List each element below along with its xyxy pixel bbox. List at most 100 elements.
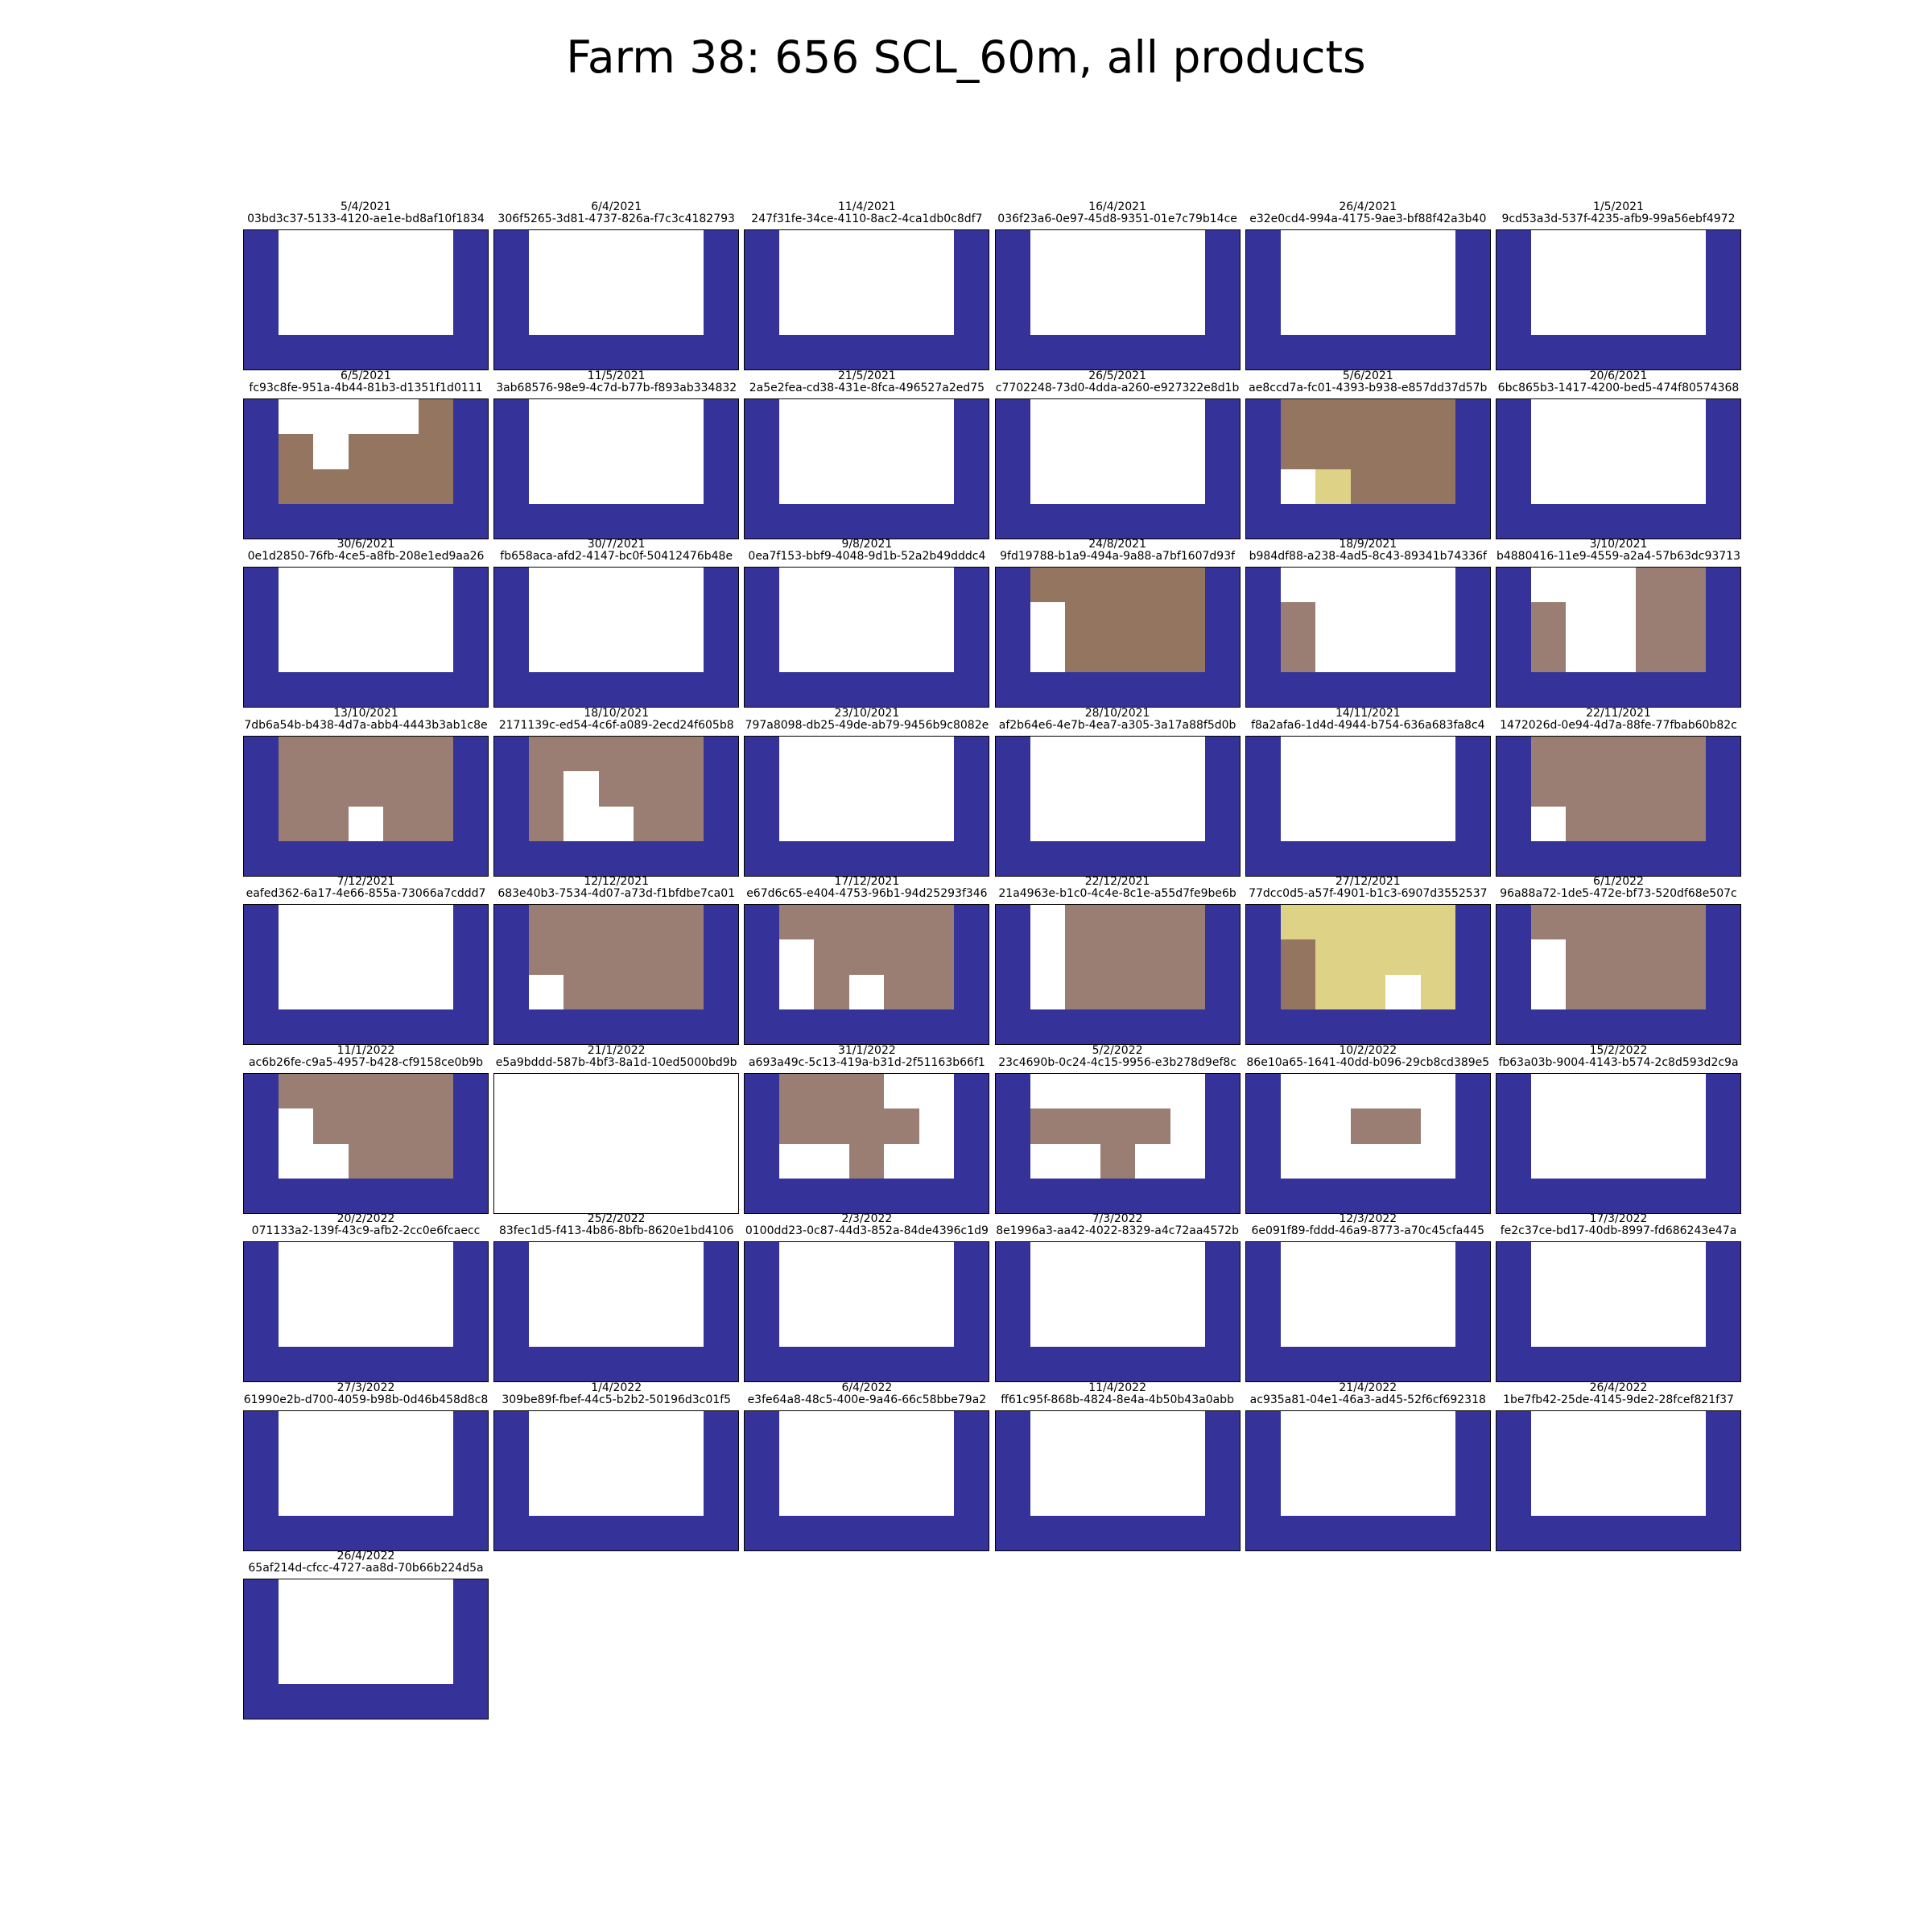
heatmap-cell-no-data: [1420, 1515, 1455, 1551]
heatmap-cell-no-data: [779, 1515, 815, 1551]
heatmap-cell-background: [1385, 1072, 1421, 1108]
heatmap-cell-no-data: [1706, 300, 1741, 335]
heatmap-cell-background: [814, 770, 850, 807]
heatmap-cell-no-data: [704, 265, 740, 300]
panel: 26/4/2022 1be7fb42-25de-4145-9de2-28fcef8…: [1496, 1381, 1741, 1551]
heatmap-cell-background: [313, 567, 349, 602]
panel: 3/10/2021 b4880416-11e9-4559-a2a4-57b63dc…: [1496, 538, 1741, 708]
heatmap-cell-background: [779, 469, 815, 504]
heatmap-cell-background: [1064, 1445, 1100, 1481]
heatmap-cell-no-data: [1706, 503, 1741, 539]
heatmap-cell-no-data: [1496, 1515, 1531, 1551]
heatmap-cell-background: [669, 602, 704, 638]
heatmap-cell-unclassified: [814, 975, 850, 1009]
heatmap-cell-background: [1350, 735, 1385, 771]
heatmap-cell-bare-soil: [1350, 398, 1385, 434]
heatmap-cell-no-data: [1455, 1108, 1491, 1144]
panel-id: 306f5265-3d81-4737-826a-f7c3c4182793: [497, 213, 735, 225]
panel: 11/5/2021 3ab68576-98e9-4c7d-b77b-f893ab3…: [493, 369, 740, 539]
heatmap-cell-unclassified: [279, 735, 313, 771]
heatmap-cell-no-data: [1030, 503, 1065, 539]
heatmap-cell-background: [1671, 1277, 1706, 1312]
heatmap-cell-no-data: [1245, 1410, 1281, 1446]
heatmap-cell-no-data: [1204, 840, 1241, 877]
heatmap-cell-no-data: [954, 300, 990, 335]
heatmap-cell-no-data: [453, 300, 489, 335]
heatmap-cell-no-data: [994, 1241, 1030, 1277]
heatmap-cell-no-data: [453, 1347, 489, 1382]
heatmap-cell-unclassified: [383, 770, 419, 807]
heatmap-cell-background: [564, 602, 600, 638]
heatmap-cell-no-data: [704, 1480, 740, 1516]
panel-id: 036f23a6-0e97-45d8-9351-01e7c79b14ce: [997, 213, 1237, 225]
heatmap-cell-no-data: [954, 1347, 990, 1382]
panel: 23/10/2021 797a8098-db25-49de-ab79-9456b9…: [744, 707, 990, 877]
heatmap-cell-no-data: [994, 975, 1030, 1009]
heatmap-cell-background: [349, 806, 383, 841]
heatmap-cell-no-data: [994, 904, 1030, 939]
heatmap-cell-unclassified: [383, 735, 419, 771]
heatmap-cell-background: [564, 300, 600, 335]
heatmap-cell-no-data: [1455, 602, 1491, 638]
heatmap-cell-no-data: [954, 398, 990, 434]
heatmap-cell-background: [919, 1241, 955, 1277]
heatmap-cell-background: [884, 1241, 920, 1277]
heatmap-cell-unclassified: [279, 770, 313, 807]
panel-heatmap: [243, 1579, 489, 1719]
heatmap-cell-no-data: [1245, 1277, 1281, 1312]
heatmap-cell-unclassified: [669, 770, 704, 807]
heatmap-cell-background: [419, 300, 453, 335]
heatmap-cell-background: [279, 229, 313, 265]
panel-date: 3/10/2021: [1589, 538, 1648, 551]
heatmap-cell-background: [1134, 1143, 1170, 1179]
heatmap-cell-background: [779, 1312, 815, 1347]
heatmap-cell-no-data: [1204, 1072, 1241, 1108]
heatmap-cell-background: [279, 602, 313, 638]
panel-frame: [1496, 398, 1741, 539]
heatmap-cell-background: [1030, 1143, 1065, 1179]
heatmap-cell-no-data: [243, 1445, 279, 1481]
heatmap-cell-unclassified: [884, 939, 920, 975]
panel-frame: [994, 567, 1241, 708]
heatmap-cell-no-data: [1496, 770, 1531, 807]
heatmap-cell-no-data: [1245, 469, 1281, 504]
heatmap-cell-background: [1315, 602, 1351, 638]
heatmap-cell-no-data: [814, 1009, 850, 1045]
panel-date: 18/9/2021: [1339, 538, 1397, 551]
heatmap-cell-background: [1170, 1445, 1205, 1481]
heatmap-cell-bare-soil: [349, 433, 383, 469]
panel: 9/8/2021 0ea7f153-bbf9-4048-9d1b-52a2b49d…: [744, 539, 990, 708]
heatmap-cell-no-data: [279, 672, 313, 708]
heatmap-cell-no-data: [564, 1009, 600, 1045]
panel-id: 1472026d-0e94-4d7a-88fe-77fbab60b82c: [1500, 718, 1737, 732]
heatmap-cell-no-data: [493, 735, 530, 771]
heatmap-cell-background: [1531, 1108, 1566, 1144]
heatmap-cell-background: [814, 602, 850, 638]
heatmap-cell-no-data: [349, 1009, 383, 1045]
panel-date: 18/10/2021: [584, 706, 650, 720]
heatmap-cell-no-data: [1280, 1009, 1315, 1045]
panel: 2/3/2022 0100dd23-0c87-44d3-852a-84de4396…: [744, 1213, 990, 1382]
heatmap-cell-no-data: [1030, 335, 1065, 370]
panel-frame: [744, 229, 990, 370]
heatmap-cell-no-data: [529, 503, 564, 539]
heatmap-cell-background: [1601, 602, 1636, 638]
panel-heatmap: [493, 735, 740, 877]
heatmap-cell-background: [1030, 1410, 1065, 1446]
heatmap-cell-no-data: [1455, 1410, 1491, 1446]
heatmap-cell-no-data: [1134, 335, 1170, 370]
heatmap-cell-no-data: [744, 1312, 780, 1347]
heatmap-cell-background: [383, 1579, 419, 1614]
heatmap-cell-background: [814, 469, 850, 504]
heatmap-cell-background: [849, 975, 885, 1009]
heatmap-cell-background: [919, 1480, 955, 1516]
heatmap-cell-no-data: [1420, 335, 1455, 370]
heatmap-cell-background: [383, 939, 419, 975]
panel-date: 15/2/2022: [1589, 1043, 1648, 1057]
heatmap-cell-no-data: [493, 1445, 530, 1481]
heatmap-cell-background: [599, 1241, 634, 1277]
heatmap-cell-no-data: [1455, 638, 1491, 672]
heatmap-cell-no-data: [493, 1009, 530, 1045]
heatmap-cell-background: [1566, 1072, 1601, 1108]
heatmap-cell-background: [1030, 770, 1065, 807]
